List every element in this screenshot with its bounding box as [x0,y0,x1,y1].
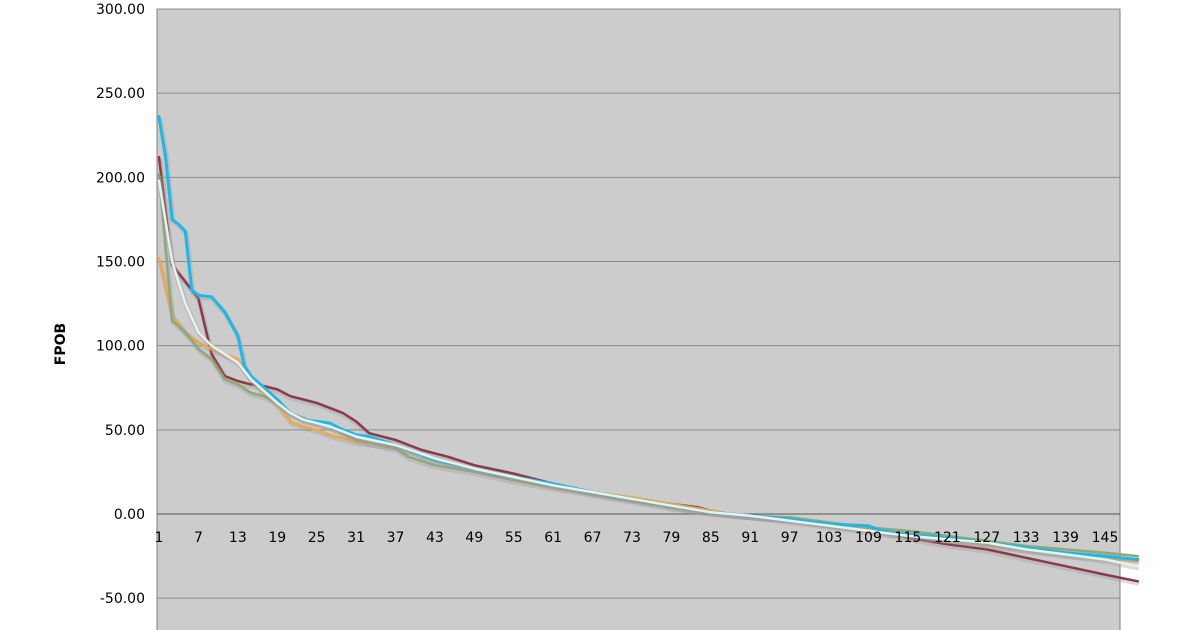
y-tick-label: 150.00 [96,255,145,271]
y-tick-label: 250.00 [96,86,145,102]
x-tick-label: 31 [347,530,365,546]
x-tick-label: 19 [268,530,286,546]
gridlines [157,8,1120,599]
x-tick-label: 85 [702,530,720,546]
y-axis-ticks: 300.00 250.00 200.00 150.00 100.00 50.00 0.00 -… [96,2,145,607]
x-tick-label: 115 [895,530,922,546]
y-tick-label: 100.00 [96,339,145,355]
x-tick-label: 61 [544,530,562,546]
x-tick-label: 139 [1052,530,1079,546]
series-group [157,115,1140,586]
series-line-shadow-1 [157,158,1140,586]
x-tick-label: 109 [855,530,882,546]
x-tick-label: 145 [1092,530,1119,546]
x-tick-label: 43 [426,530,444,546]
x-tick-label: 121 [934,530,961,546]
plot-area [156,8,1121,630]
x-tick-label: 1 [155,530,164,546]
x-tick-label: 79 [663,530,681,546]
series-line-3 [157,172,1140,558]
x-tick-label: 37 [387,530,405,546]
x-tick-label: 55 [505,530,523,546]
x-tick-label: 133 [1013,530,1040,546]
y-axis-label: FPOB [53,323,69,365]
y-tick-label: 200.00 [96,170,145,186]
x-axis-ticks: 1 7 13 19 25 31 37 43 49 55 61 67 73 79 85 91 97 103 109 11… [155,530,1119,546]
x-tick-label: 97 [781,530,799,546]
x-tick-label: 25 [308,530,326,546]
y-tick-label: 50.00 [105,423,145,439]
y-tick-label: -50.00 [100,591,145,607]
series-line-5 [157,179,1140,568]
x-tick-label: 67 [584,530,602,546]
x-tick-label: 127 [973,530,1000,546]
y-tick-label: 0.00 [114,507,145,523]
x-tick-label: 13 [229,530,247,546]
x-tick-label: 91 [741,530,759,546]
y-tick-label: 300.00 [96,2,145,18]
x-tick-label: 49 [465,530,483,546]
x-tick-label: 7 [194,530,203,546]
x-tick-label: 73 [623,530,641,546]
x-tick-label: 103 [816,530,843,546]
